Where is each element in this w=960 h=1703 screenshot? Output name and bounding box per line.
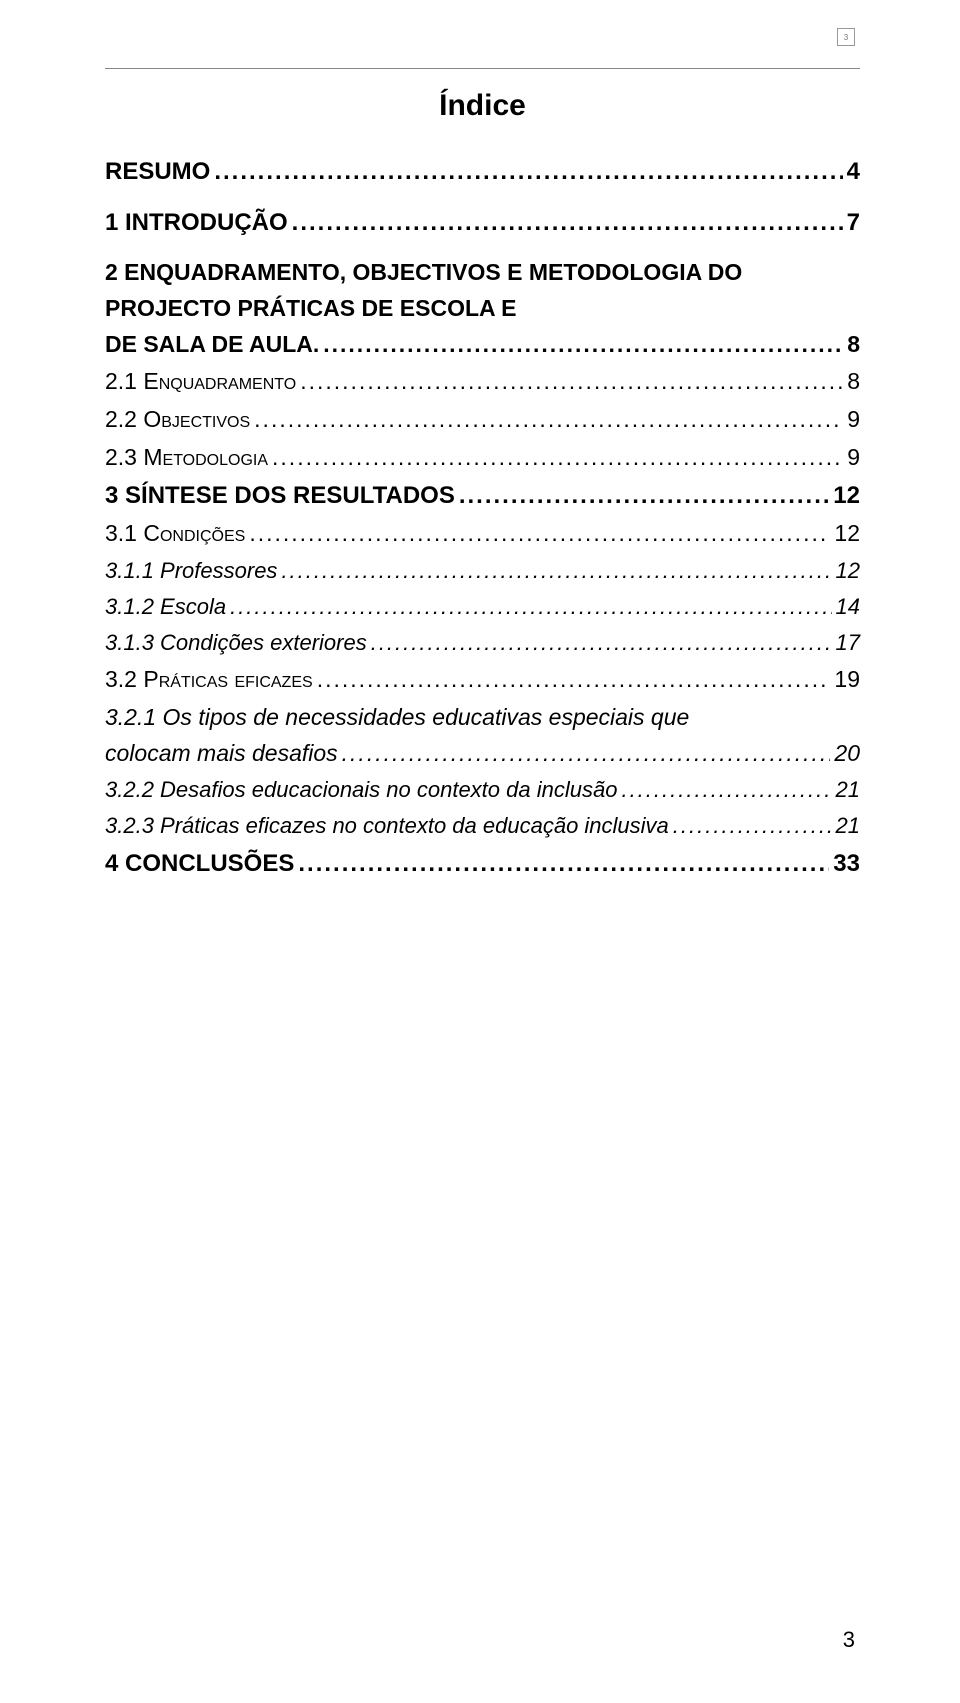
toc-label: 3.2.1 Os tipos de necessidades educativa… [105, 700, 860, 736]
toc-page-number: 9 [843, 402, 860, 438]
toc-page-number: 8 [843, 364, 860, 400]
toc-leader-dots: ........................................… [459, 477, 829, 514]
toc-page-number: 21 [832, 773, 860, 807]
toc-leader-dots: ........................................… [621, 773, 831, 807]
toc-leader-dots: ........................................… [300, 364, 843, 400]
toc-entry: 3 SÍNTESE DOS RESULTADOS................… [105, 477, 860, 514]
toc-label: 2.2 Objectivos [105, 402, 254, 438]
toc-page-number: 7 [843, 204, 860, 241]
footer-page-number: 3 [843, 1627, 855, 1653]
toc-label: 3.1.3 Condições exteriores [105, 626, 371, 660]
toc-leader-dots: ........................................… [272, 440, 843, 476]
toc-page-number: 14 [832, 590, 860, 624]
toc-label: 3.1.2 Escola [105, 590, 230, 624]
toc-entry: 1 INTRODUÇÃO............................… [105, 204, 860, 241]
toc-leader-dots: ........................................… [249, 516, 830, 552]
toc-entry-multiline: 2 ENQUADRAMENTO, OBJECTIVOS E METODOLOGI… [105, 255, 860, 362]
toc-label: 2.3 Metodologia [105, 440, 272, 476]
toc-entry-lastline: colocam mais desafios...................… [105, 736, 860, 772]
toc-entry: 3.1.1 Professores.......................… [105, 554, 860, 588]
header-rule [105, 68, 860, 69]
toc-label: 1 INTRODUÇÃO [105, 204, 292, 241]
toc-entry: 3.1.3 Condições exteriores..............… [105, 626, 860, 660]
toc-leader-dots: ........................................… [371, 626, 832, 660]
toc-page-number: 8 [843, 327, 860, 363]
toc-leader-dots: ........................................… [292, 204, 843, 241]
toc-entry: 3.1 Condições...........................… [105, 516, 860, 552]
toc-page-number: 17 [832, 626, 860, 660]
toc-spacer [105, 243, 860, 255]
toc-page-number: 19 [830, 662, 860, 698]
toc-leader-dots: ........................................… [323, 327, 843, 363]
toc-entry: 3.2.3 Práticas eficazes no contexto da e… [105, 809, 860, 843]
toc-entry: RESUMO..................................… [105, 153, 860, 190]
toc-leader-dots: ........................................… [673, 809, 832, 843]
table-of-contents: RESUMO..................................… [105, 153, 860, 883]
toc-leader-dots: ........................................… [342, 736, 831, 772]
toc-label: 3.1 Condições [105, 516, 249, 552]
toc-page-number: 21 [832, 809, 860, 843]
toc-page-number: 12 [830, 516, 860, 552]
toc-label: 3.2.3 Práticas eficazes no contexto da e… [105, 809, 673, 843]
toc-entry: 3.2 Práticas eficazes...................… [105, 662, 860, 698]
toc-leader-dots: ........................................… [317, 662, 831, 698]
toc-leader-dots: ........................................… [281, 554, 831, 588]
toc-label: 2 ENQUADRAMENTO, OBJECTIVOS E METODOLOGI… [105, 255, 860, 326]
toc-page-number: 12 [829, 477, 860, 514]
toc-leader-dots: ........................................… [230, 590, 831, 624]
toc-label: 3 SÍNTESE DOS RESULTADOS [105, 477, 459, 514]
toc-entry-multiline: 3.2.1 Os tipos de necessidades educativa… [105, 700, 860, 771]
toc-label: 2.1 Enquadramento [105, 364, 300, 400]
toc-entry: 3.1.2 Escola............................… [105, 590, 860, 624]
toc-entry: 2.2 Objectivos..........................… [105, 402, 860, 438]
toc-page-number: 12 [832, 554, 860, 588]
toc-leader-dots: ........................................… [214, 153, 842, 190]
toc-label-tail: DE SALA DE AULA. [105, 327, 323, 363]
toc-entry: 3.2.2 Desafios educacionais no contexto … [105, 773, 860, 807]
toc-entry-lastline: DE SALA DE AULA.........................… [105, 327, 860, 363]
toc-label: 3.1.1 Professores [105, 554, 281, 588]
corner-page-marker: 3 [837, 28, 855, 46]
toc-page-number: 20 [830, 736, 860, 772]
toc-page-number: 4 [843, 153, 860, 190]
toc-entry: 2.1 Enquadramento.......................… [105, 364, 860, 400]
toc-label-tail: colocam mais desafios [105, 736, 342, 772]
toc-label: 4 CONCLUSÕES [105, 845, 298, 882]
toc-leader-dots: ........................................… [254, 402, 843, 438]
toc-label: RESUMO [105, 153, 214, 190]
toc-label: 3.2 Práticas eficazes [105, 662, 317, 698]
corner-page-marker-text: 3 [844, 33, 848, 42]
page-title: Índice [105, 89, 860, 123]
toc-page-number: 33 [829, 845, 860, 882]
toc-label: 3.2.2 Desafios educacionais no contexto … [105, 773, 621, 807]
toc-entry: 2.3 Metodologia.........................… [105, 440, 860, 476]
toc-entry: 4 CONCLUSÕES............................… [105, 845, 860, 882]
toc-spacer [105, 192, 860, 204]
toc-page-number: 9 [843, 440, 860, 476]
toc-leader-dots: ........................................… [298, 845, 829, 882]
